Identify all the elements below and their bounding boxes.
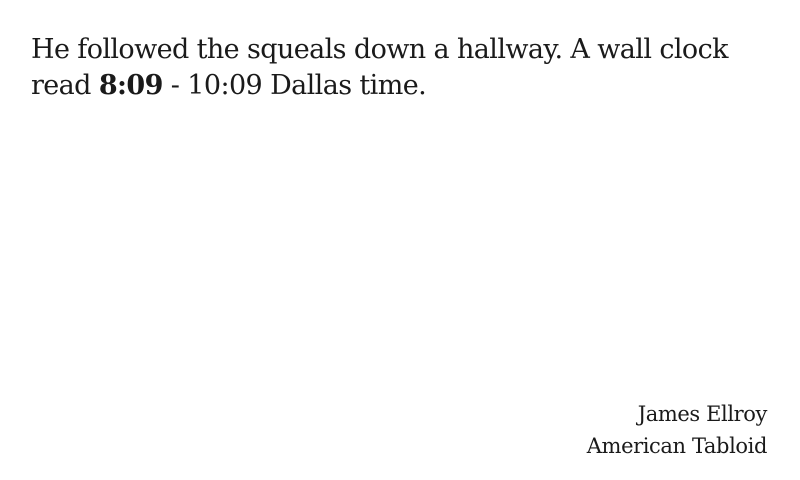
- quote-time-highlight: 8:09: [98, 70, 164, 101]
- quote-text-after: - 10:09 Dallas time.: [162, 70, 427, 101]
- attribution: James Ellroy American Tabloid: [586, 398, 768, 462]
- quote-text: He followed the squeals down a hallway. …: [31, 32, 771, 104]
- book-title: American Tabloid: [586, 434, 768, 458]
- quote-text-before: He followed the squeals down a hallway. …: [31, 34, 728, 101]
- author-name: James Ellroy: [637, 402, 768, 426]
